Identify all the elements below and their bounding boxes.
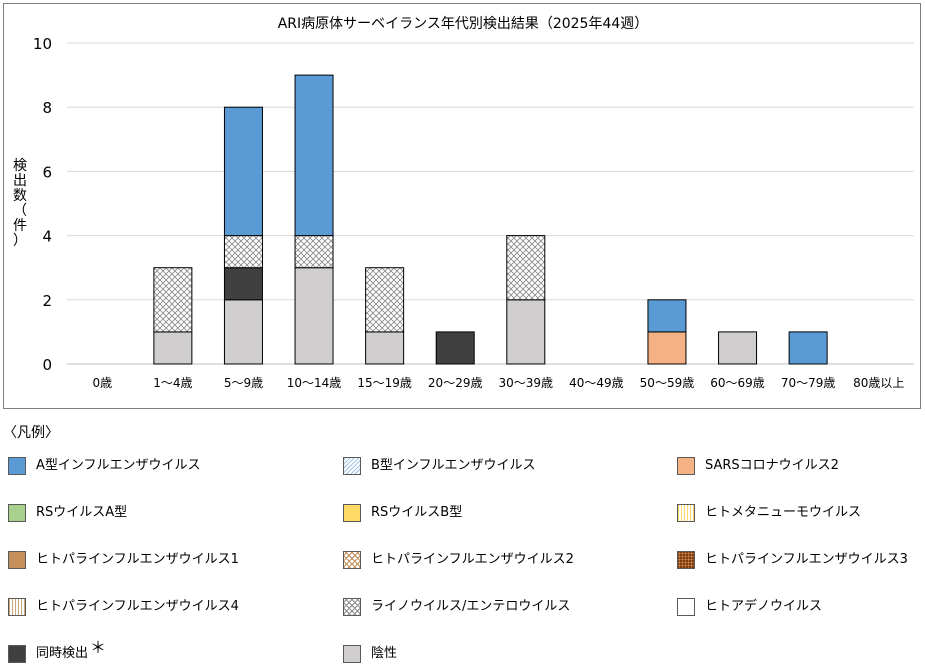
legend-item: RSウイルスB型 <box>343 502 462 524</box>
legend-label: ライノウイルス/エンテロウイルス <box>371 599 571 614</box>
bar-segment <box>647 299 687 333</box>
x-tick-label: 30～39歳 <box>499 376 554 390</box>
legend-swatch <box>8 504 26 522</box>
legend-item: SARSコロナウイルス2 <box>677 455 839 477</box>
y-tick-label: 4 <box>42 228 52 246</box>
bar-segment <box>506 235 546 301</box>
bar-segment <box>365 331 405 365</box>
y-tick-label: 8 <box>42 99 52 117</box>
bar-segment <box>506 299 546 365</box>
legend-label: SARSコロナウイルス2 <box>705 458 839 473</box>
legend-label: RSウイルスB型 <box>371 505 463 520</box>
legend-item: ヒトパラインフルエンザウイルス3 <box>677 549 908 571</box>
legend-note-mark: ＊ <box>90 638 107 657</box>
legend-label: ヒトパラインフルエンザウイルス4 <box>36 599 239 614</box>
y-axis-label: 検出数（件） <box>13 158 27 249</box>
legend-label: 陰性 <box>371 646 398 661</box>
bar-segment <box>223 235 263 269</box>
legend-item: ヒトアデノウイルス <box>677 596 822 618</box>
bar-segment <box>223 106 263 237</box>
bar-segment <box>294 74 334 237</box>
bar-segment <box>223 267 263 301</box>
legend-swatch <box>677 598 695 616</box>
x-tick-label: 1～4歳 <box>153 376 192 390</box>
gridlines <box>67 42 914 365</box>
bar-segment <box>788 331 828 365</box>
legend-label: ヒトパラインフルエンザウイルス3 <box>705 552 908 567</box>
x-axis-ticks: 0歳 1～4歳 5～9歳 10～14歳 15～19歳 20～29歳 30～39歳 40～49歳… <box>92 376 904 390</box>
y-tick-label: 0 <box>42 356 52 374</box>
x-tick-label: 80歳以上 <box>853 376 904 390</box>
legend-swatch <box>343 457 361 475</box>
legend-swatch <box>8 551 26 569</box>
x-tick-label: 50～59歳 <box>640 376 695 390</box>
legend-item: ライノウイルス/エンテロウイルス <box>343 596 570 618</box>
stacked-bar-chart: ARI病原体サーベイランス年代別検出結果（2025年44週） 0 2 4 6 8 10 0… <box>13 16 914 390</box>
legend-item: ヒトパラインフルエンザウイルス1 <box>8 549 239 571</box>
legend-item: ヒトパラインフルエンザウイルス2 <box>343 549 574 571</box>
legend-swatch <box>8 598 26 616</box>
y-tick-label: 2 <box>42 292 52 310</box>
legend-label: RSウイルスA型 <box>36 505 128 520</box>
legend-swatch <box>343 598 361 616</box>
bar-segment <box>365 267 405 333</box>
bar-segment <box>294 267 334 365</box>
bar-segment <box>223 299 263 365</box>
y-axis-title: 検出数（件） <box>13 158 27 249</box>
legend-swatch <box>343 551 361 569</box>
chart-frame: ARI病原体サーベイランス年代別検出結果（2025年44週） 0 2 4 6 8 10 0… <box>3 3 921 409</box>
y-axis-ticks: 0 2 4 6 8 10 <box>33 35 52 374</box>
legend-label: ヒトパラインフルエンザウイルス2 <box>371 552 574 567</box>
y-tick-label: 10 <box>33 35 52 53</box>
x-tick-label: 5～9歳 <box>224 376 263 390</box>
legend-swatch <box>677 504 695 522</box>
legend-item: 同時検出＊ <box>8 638 106 665</box>
legend-item: A型インフルエンザウイルス <box>8 455 201 477</box>
x-tick-label: 10～14歳 <box>287 376 342 390</box>
legend-item: ヒトパラインフルエンザウイルス4 <box>8 596 239 618</box>
legend-item: 陰性 <box>343 643 397 665</box>
legend-item: RSウイルスA型 <box>8 502 127 524</box>
legend-swatch <box>8 645 26 663</box>
legend-swatch <box>8 457 26 475</box>
bar-segment <box>647 331 687 365</box>
x-tick-label: 60～69歳 <box>710 376 765 390</box>
legend-swatch <box>677 457 695 475</box>
legend-label: B型インフルエンザウイルス <box>371 458 536 473</box>
x-tick-label: 20～29歳 <box>428 376 483 390</box>
bars <box>153 74 828 365</box>
legend-label: A型インフルエンザウイルス <box>36 458 201 473</box>
bar-segment <box>435 331 475 365</box>
legend-title: 〈凡例〉 <box>3 425 59 441</box>
legend-swatch <box>677 551 695 569</box>
legend-item: B型インフルエンザウイルス <box>343 455 536 477</box>
legend-label: ヒトメタニューモウイルス <box>705 505 862 520</box>
chart-title: ARI病原体サーベイランス年代別検出結果（2025年44週） <box>278 16 649 32</box>
legend-swatch <box>343 645 361 663</box>
bar-segment <box>153 331 193 365</box>
legend-label: 同時検出 <box>36 646 89 661</box>
x-tick-label: 70～79歳 <box>781 376 836 390</box>
y-tick-label: 6 <box>42 163 52 181</box>
x-tick-label: 40～49歳 <box>569 376 624 390</box>
legend-item: ヒトメタニューモウイルス <box>677 502 861 524</box>
legend-swatch <box>343 504 361 522</box>
x-tick-label: 15～19歳 <box>357 376 412 390</box>
x-tick-label: 0歳 <box>92 376 112 390</box>
bar-segment <box>153 267 193 333</box>
legend-label: ヒトアデノウイルス <box>705 599 823 614</box>
bar-segment <box>718 331 758 365</box>
bar-segment <box>294 235 334 269</box>
legend-label: ヒトパラインフルエンザウイルス1 <box>36 552 239 567</box>
